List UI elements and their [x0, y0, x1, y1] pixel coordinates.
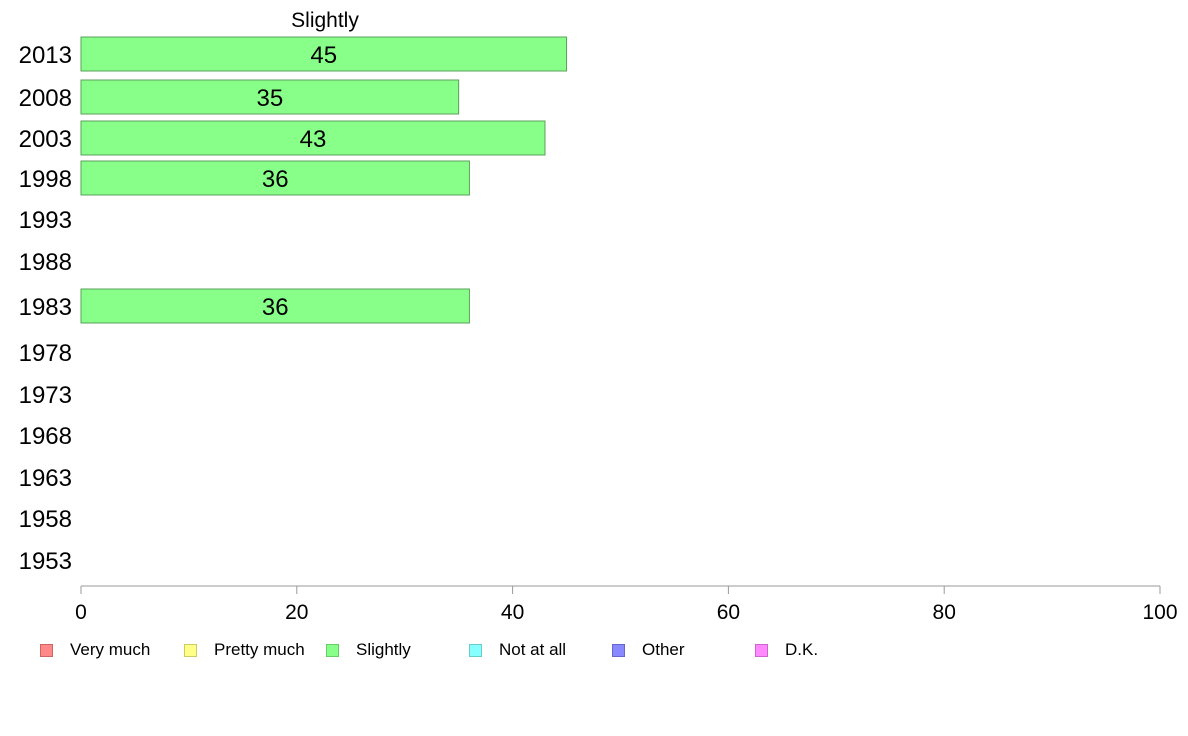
legend-item: Slightly: [326, 638, 411, 662]
legend-label: Slightly: [356, 640, 411, 659]
legend-label: D.K.: [785, 640, 819, 659]
legend-swatch: [326, 643, 339, 657]
bar-value-label: 36: [262, 294, 289, 321]
legend-swatch: [184, 643, 197, 657]
x-axis: 0 20 40 60 80 100: [75, 585, 1178, 624]
y-tick-label: 1998: [19, 166, 72, 193]
legend-item: Other: [612, 638, 685, 662]
bar: [80, 36, 568, 72]
y-tick-label: 1993: [19, 207, 72, 234]
legend-label: Other: [642, 640, 685, 659]
y-tick-label: 2013: [19, 42, 72, 69]
y-tick-label: 1983: [19, 294, 72, 321]
legend-item: Very much: [40, 638, 150, 662]
legend-label: Pretty much: [214, 640, 305, 659]
x-tick-label: 0: [75, 601, 87, 624]
bars-group: 45 35 43 36 36: [80, 36, 568, 324]
bar: [80, 160, 470, 196]
x-tick-label: 60: [717, 601, 740, 624]
x-tick-label: 20: [285, 601, 308, 624]
y-tick-label: 1968: [19, 423, 72, 450]
legend: Very much Pretty much Slightly Not at all Ot…: [0, 638, 1188, 662]
bar: [80, 120, 546, 156]
bar-value-label: 43: [300, 126, 327, 153]
x-tick-label: 80: [933, 601, 956, 624]
legend-swatch: [40, 643, 53, 657]
bar-value-label: 35: [256, 85, 283, 112]
legend-item: Pretty much: [184, 638, 305, 662]
chart-title: Slightly: [291, 9, 359, 32]
bar-value-label: 45: [310, 42, 337, 69]
y-tick-label: 1953: [19, 548, 72, 575]
chart: Slightly 45 35 43 36 36 2013 2008 2003 1998 1993…: [19, 9, 1178, 624]
legend-swatch: [469, 643, 482, 657]
bar: [80, 79, 460, 115]
x-tick-label: 40: [501, 601, 524, 624]
legend-swatch: [755, 643, 768, 657]
y-tick-label: 1978: [19, 340, 72, 367]
legend-item: D.K.: [755, 638, 818, 662]
legend-item: Not at all: [469, 638, 566, 662]
y-axis-labels: 2013 2008 2003 1998 1993 1988 1983 1978 1973 1968…: [19, 42, 72, 575]
y-tick-label: 2008: [19, 85, 72, 112]
y-tick-label: 1958: [19, 506, 72, 533]
legend-label: Not at all: [499, 640, 567, 659]
bar: [80, 288, 470, 324]
legend-label: Very much: [70, 640, 151, 659]
y-tick-label: 1963: [19, 465, 72, 492]
bar-value-label: 36: [262, 166, 289, 193]
legend-swatch: [612, 643, 625, 657]
y-tick-label: 1973: [19, 382, 72, 409]
y-tick-label: 1988: [19, 249, 72, 276]
x-tick-label: 100: [1142, 601, 1177, 624]
y-tick-label: 2003: [19, 126, 72, 153]
